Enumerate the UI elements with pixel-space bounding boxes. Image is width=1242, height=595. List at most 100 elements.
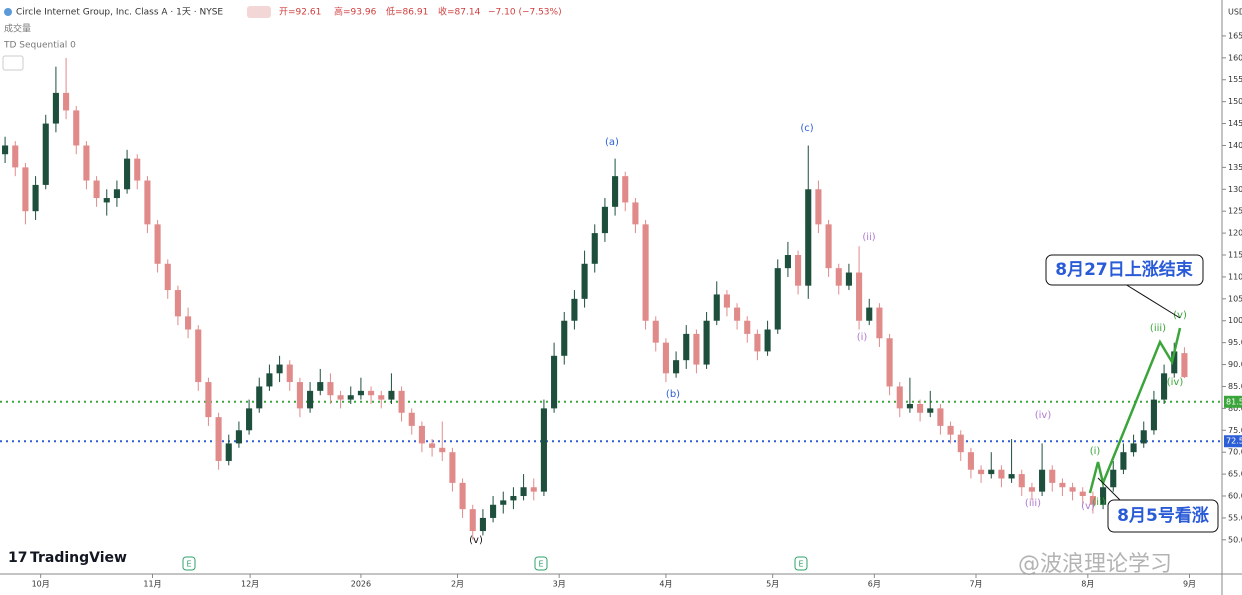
candle-body — [296, 382, 303, 409]
candle-body — [164, 263, 171, 291]
y-tick-label: 135.0 — [1228, 163, 1242, 172]
candle-body — [906, 403, 913, 409]
x-tick-label: 11月 — [143, 580, 161, 589]
candle-body — [1079, 491, 1086, 497]
candle-body — [144, 180, 151, 225]
x-tick-label: 3月 — [553, 580, 566, 589]
candle-body — [723, 294, 730, 308]
candle-body — [1008, 474, 1015, 479]
candle-body — [927, 408, 934, 413]
x-tick-label: 4月 — [659, 580, 672, 589]
y-tick-label: 165.0 — [1228, 31, 1242, 40]
wave-label: (ii) — [1092, 497, 1105, 508]
candle-body — [622, 176, 629, 203]
level-badge — [1224, 435, 1242, 448]
candle-body — [632, 202, 639, 225]
y-tick-label: 110.0 — [1228, 272, 1242, 281]
candle-body — [185, 316, 192, 330]
candle-body — [1140, 430, 1147, 444]
candle-body — [713, 294, 720, 321]
y-tick-label: 155.0 — [1228, 75, 1242, 84]
candle-body — [459, 482, 466, 510]
candle-body — [1110, 469, 1117, 488]
y-tick-label: 65.0 — [1228, 470, 1242, 479]
candle-body — [683, 333, 690, 361]
candle-body — [205, 382, 212, 418]
candle-body — [337, 395, 344, 400]
candle-body — [1171, 351, 1178, 374]
y-tick-label: 55.0 — [1228, 513, 1242, 522]
candle-body — [378, 395, 385, 400]
callout-pointer — [1124, 283, 1181, 319]
x-tick-label: 12月 — [241, 580, 259, 589]
candle-body — [612, 176, 619, 207]
candle-body — [591, 233, 598, 264]
callout-pointer — [1097, 477, 1121, 501]
candle-body — [2, 145, 9, 155]
y-tick-label: 75.0 — [1228, 426, 1242, 435]
candle-body — [235, 430, 242, 444]
candle-body — [774, 268, 781, 330]
y-tick-label: 100.0 — [1228, 316, 1242, 325]
candle-body — [276, 364, 283, 374]
candle-body — [83, 145, 90, 181]
candle-body — [357, 390, 364, 396]
candle-body — [286, 364, 293, 383]
candle-body — [1161, 373, 1168, 400]
candle-body — [795, 255, 802, 286]
callout: 8月5号看涨 — [1117, 505, 1209, 526]
candle-body — [398, 390, 405, 413]
candle-body — [693, 333, 700, 365]
y-tick-label: 120.0 — [1228, 229, 1242, 238]
candle-body — [662, 342, 669, 374]
candle-body — [246, 408, 253, 431]
level-label: 81.5 — [1226, 397, 1242, 406]
level-label: 72.5 — [1226, 437, 1242, 446]
y-tick-label: 50.0 — [1228, 535, 1242, 544]
y-tick-label: 140.0 — [1228, 141, 1242, 150]
candle-body — [744, 320, 751, 334]
candle-body — [347, 395, 354, 400]
volume-label: 成交量 — [4, 23, 31, 35]
candle-body — [103, 198, 110, 203]
candle-body — [52, 92, 59, 124]
candle-body — [957, 434, 964, 453]
candle-body — [1181, 353, 1188, 378]
x-tick-label: 8月 — [1081, 580, 1094, 589]
x-tick-label: 6月 — [868, 580, 881, 589]
close: 收=87.14 — [438, 6, 481, 18]
candle-body — [1100, 487, 1107, 505]
candle-body — [917, 403, 924, 413]
wave-label: (i) — [857, 332, 868, 343]
candle-body — [571, 298, 578, 321]
candle-body — [93, 180, 100, 199]
wave-label: (v) — [1173, 310, 1187, 321]
candle-body — [113, 189, 120, 199]
wave-label: (i) — [1090, 446, 1101, 457]
earnings-badge — [182, 556, 196, 571]
candle-body — [673, 360, 680, 374]
symbol: Circle Internet Group, Inc. Class A · 1天… — [16, 8, 223, 18]
y-tick-label: 160.0 — [1228, 53, 1242, 62]
y-tick-label: 95.0 — [1228, 338, 1242, 347]
x-tick-label: 9月 — [1183, 580, 1196, 589]
collapse-button[interactable] — [2, 55, 24, 71]
currency: USD — [1228, 8, 1242, 17]
candle-body — [815, 189, 822, 225]
x-tick-label: 10月 — [32, 580, 50, 589]
candle-body — [764, 329, 771, 352]
candle-body — [1069, 487, 1076, 492]
candle-body — [876, 307, 883, 339]
candle-body — [215, 417, 222, 461]
badge — [247, 6, 271, 18]
symbol-icon — [4, 8, 12, 16]
candle-body — [856, 272, 863, 321]
candle-body — [449, 452, 456, 483]
candle-body — [835, 268, 842, 286]
callout-box — [1107, 499, 1219, 533]
wave-label: (b) — [666, 389, 680, 400]
candle-body — [734, 307, 741, 321]
candle-body — [317, 382, 324, 391]
candle-body — [561, 320, 568, 356]
